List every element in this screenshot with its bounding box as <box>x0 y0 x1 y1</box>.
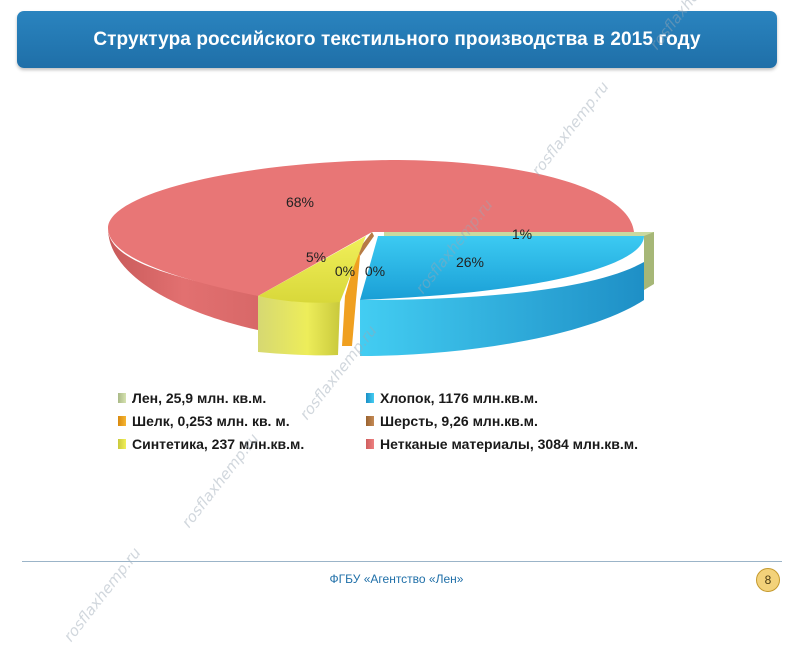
watermark: rosflaxhemp.ru <box>60 543 145 645</box>
label-synthetics: 5% <box>306 249 326 265</box>
slice-flax <box>384 232 654 236</box>
legend-label-nonwoven: Нетканые материалы, 3084 млн.кв.м. <box>380 435 639 452</box>
slice-side-flax <box>644 232 654 290</box>
legend-item-nonwoven: Нетканые материалы, 3084 млн.кв.м. <box>366 434 696 453</box>
page-number: 8 <box>756 568 780 592</box>
footer-text: ФГБУ «Агентство «Лен» <box>329 572 464 586</box>
legend-label-synthetics: Синтетика, 237 млн.кв.м. <box>132 435 305 452</box>
legend-swatch-silk <box>118 415 126 426</box>
title-bar: Структура российского текстильного произ… <box>17 11 777 68</box>
legend-item-wool: Шерсть, 9,26 млн.кв.м. <box>366 411 696 430</box>
legend-label-silk: Шелк, 0,253 млн. кв. м. <box>132 412 290 429</box>
legend-swatch-nonwoven <box>366 438 374 449</box>
legend-item-synthetics: Синтетика, 237 млн.кв.м. <box>118 434 366 453</box>
label-flax: 1% <box>512 226 532 242</box>
label-cotton: 26% <box>456 254 484 270</box>
legend-item-flax: Лен, 25,9 млн. кв.м. <box>118 388 366 407</box>
slice-nonwoven <box>108 160 634 296</box>
pie-chart: 68% 26% 1% 5% 0% 0% <box>108 160 654 356</box>
label-nonwoven: 68% <box>286 194 314 210</box>
legend-item-cotton: Хлопок, 1176 млн.кв.м. <box>366 388 696 407</box>
legend-label-wool: Шерсть, 9,26 млн.кв.м. <box>380 412 538 429</box>
legend-swatch-cotton <box>366 392 374 403</box>
slice-side-synthetics <box>258 296 340 356</box>
legend-swatch-wool <box>366 415 374 426</box>
legend-item-silk: Шелк, 0,253 млн. кв. м. <box>118 411 366 430</box>
label-wool: 0% <box>365 263 385 279</box>
slice-cotton <box>360 236 644 300</box>
slice-synthetics <box>258 236 366 303</box>
slice-silk <box>342 250 360 346</box>
chart-legend: Лен, 25,9 млн. кв.м. Хлопок, 1176 млн.кв… <box>118 388 698 453</box>
slice-side-nonwoven <box>108 228 258 330</box>
legend-label-flax: Лен, 25,9 млн. кв.м. <box>132 389 267 406</box>
slice-wool <box>358 232 374 256</box>
slide-title: Структура российского текстильного произ… <box>93 28 701 50</box>
slice-side-cotton <box>360 262 644 356</box>
legend-swatch-flax <box>118 392 126 403</box>
label-silk: 0% <box>335 263 355 279</box>
legend-swatch-synthetics <box>118 438 126 449</box>
footer-divider <box>22 561 782 562</box>
legend-label-cotton: Хлопок, 1176 млн.кв.м. <box>380 389 538 406</box>
